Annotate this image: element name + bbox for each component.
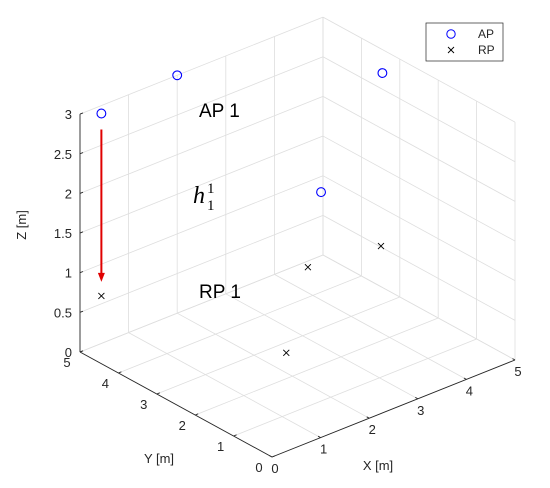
- x-tick-mark: [415, 397, 419, 400]
- grid-line: [79, 96, 324, 194]
- grid-line: [156, 296, 400, 395]
- grid-line: [79, 16, 324, 115]
- x-tick-label: 0: [271, 461, 278, 476]
- rp-point-stroke: [282, 349, 290, 357]
- legend-box: [425, 22, 504, 62]
- z-tick-mark: [79, 152, 84, 155]
- x-axis-line: [271, 359, 516, 458]
- grid-line: [322, 56, 516, 163]
- x-tick-label: 2: [369, 422, 376, 437]
- grid-line: [79, 135, 324, 234]
- grid-lines: [79, 16, 516, 458]
- x-tick-label: 5: [514, 364, 521, 379]
- grid-line: [322, 214, 516, 321]
- z-tick-mark: [79, 112, 84, 115]
- rp1-label: RP 1: [199, 282, 241, 303]
- z-axis-label: Z [m]: [14, 210, 29, 240]
- grid-line: [322, 135, 516, 242]
- ap-point-2: [172, 70, 183, 81]
- grid-line: [79, 254, 324, 353]
- rp-point-3: [304, 263, 312, 271]
- y-axis-line: [79, 351, 273, 458]
- y-tick-mark: [118, 371, 122, 374]
- y-tick-label: 2: [179, 418, 186, 433]
- z-tick-label: 2.5: [54, 147, 72, 162]
- z-tick-mark: [79, 350, 84, 353]
- y-tick-mark: [195, 413, 199, 416]
- x-axis-label: X [m]: [363, 458, 393, 473]
- ap-point-3: [377, 68, 388, 79]
- grid-line: [322, 175, 516, 282]
- ap-point-4: [316, 187, 326, 198]
- arrow-label-sup: 1: [207, 181, 215, 197]
- data-points: [96, 68, 388, 357]
- grid-line: [177, 312, 370, 419]
- y-tick-label: 4: [102, 376, 109, 391]
- rp-point-stroke: [98, 292, 105, 300]
- z-tick-mark: [79, 231, 84, 234]
- point-annotations: AP 1 RP 1: [199, 101, 241, 303]
- ap-point-1: [96, 108, 107, 119]
- grid-line: [322, 254, 516, 361]
- grid-line: [195, 317, 439, 416]
- x-tick-label: 4: [466, 383, 473, 398]
- x-tick-mark: [269, 455, 273, 458]
- x-tick-mark: [366, 416, 370, 419]
- z-tick-mark: [79, 310, 84, 313]
- z-tick-mark: [79, 271, 84, 274]
- z-tick-label: 3: [65, 107, 72, 122]
- rp-point-2: [377, 242, 385, 250]
- x-tick-label: 1: [320, 442, 327, 457]
- y-tick-label: 5: [63, 355, 70, 370]
- rp-point-1: [98, 292, 105, 300]
- grid-line: [128, 332, 321, 438]
- arrow-label: h: [193, 183, 205, 209]
- grid-line: [322, 16, 516, 123]
- x-tick-mark: [317, 435, 321, 438]
- grid-line: [79, 175, 324, 274]
- grid-line: [79, 56, 324, 155]
- legend: AP RP: [425, 22, 504, 62]
- z-tick-label: 1.5: [54, 226, 72, 241]
- axis-labels: X [m] Y [m] Z [m]: [14, 210, 393, 473]
- z-tick-label: 2: [65, 186, 72, 201]
- z-tick-label: 0.5: [54, 305, 72, 320]
- legend-ap-label: AP: [478, 27, 494, 41]
- y-tick-mark: [156, 392, 160, 395]
- rp-point-stroke: [377, 242, 385, 250]
- z-tick-label: 1: [65, 266, 72, 281]
- y-tick-label: 0: [255, 460, 262, 475]
- grid-line: [274, 274, 467, 380]
- y-tick-label: 1: [217, 439, 224, 454]
- grid-line: [225, 293, 418, 400]
- grid-line: [322, 96, 516, 202]
- x-tick-label: 3: [417, 403, 424, 418]
- arrow-label-main: h: [193, 183, 205, 209]
- grid-line: [233, 338, 477, 437]
- z-tick-mark: [79, 191, 84, 194]
- legend-ap-marker: [446, 29, 456, 39]
- grid-line: [79, 214, 324, 313]
- y-axis-label: Y [m]: [144, 451, 174, 466]
- arrow-head: [97, 272, 105, 282]
- rp-point-stroke: [304, 263, 312, 271]
- y-tick-mark: [233, 434, 237, 437]
- ap1-label: AP 1: [199, 101, 240, 122]
- grid-line: [118, 275, 362, 374]
- z-tick-label: 0: [65, 345, 72, 360]
- arrow-annotation: h 1 1: [97, 129, 215, 282]
- y-tick-label: 3: [140, 397, 147, 412]
- x-tick-mark: [512, 358, 516, 361]
- legend-rp-label: RP: [478, 43, 495, 57]
- arrow-label-sub: 1: [207, 198, 215, 214]
- x-tick-mark: [463, 377, 467, 380]
- legend-rp-marker: [447, 46, 455, 54]
- y-tick-mark: [271, 455, 276, 458]
- rp-point-4: [282, 349, 290, 357]
